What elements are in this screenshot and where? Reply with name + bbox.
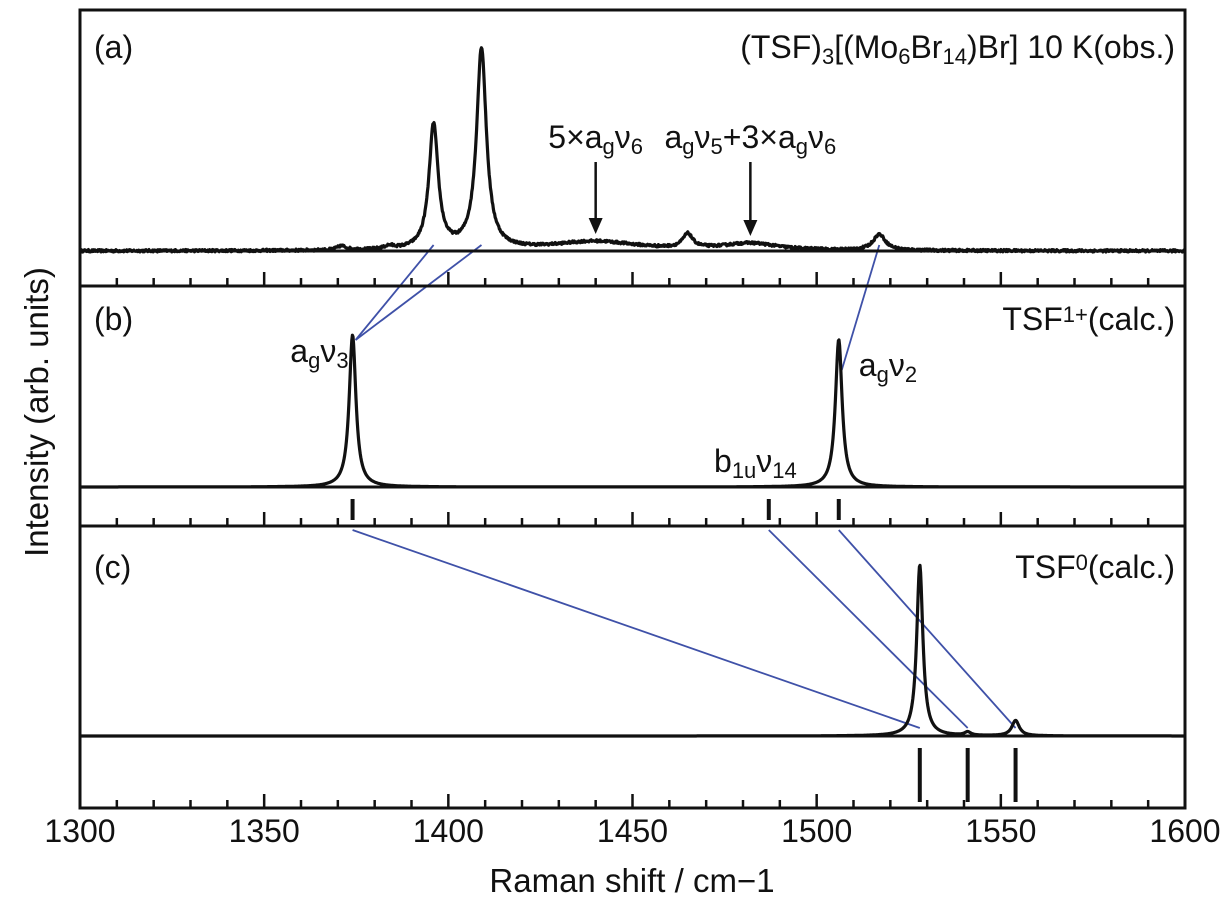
correlation-line — [354, 244, 435, 341]
annotation-label-part: 6 — [824, 134, 836, 159]
panel-title: (TSF)3[(Mo6Br14)Br] 10 K(obs.) — [740, 29, 1175, 69]
annotation-label: agν5+3×agν6 — [664, 119, 836, 159]
panel-title-part: 14 — [942, 44, 966, 69]
panel-c: (c) TSF0(calc.) — [78, 524, 1187, 810]
mode-label: agν3 — [290, 333, 348, 373]
panel-title: TSF1+(calc.) — [1002, 301, 1175, 337]
mode-label-part: a — [290, 333, 308, 369]
correlation-line — [355, 244, 483, 341]
mode-label-part: g — [308, 348, 320, 373]
correlation-lines — [352, 244, 1017, 729]
mode-label-part: g — [877, 362, 889, 387]
x-tick-label: 1400 — [413, 813, 484, 849]
x-axis: 1300 1350 1400 1450 1500 1550 1600 — [44, 813, 1220, 849]
y-axis-title: Intensity (arb. units) — [18, 267, 55, 557]
spectrum-trace — [78, 46, 1187, 254]
mode-label: agν2 — [859, 347, 917, 387]
panel-tag: (b) — [94, 301, 133, 337]
annotation-label-part: g — [682, 134, 694, 159]
correlation-line — [768, 529, 969, 729]
panel-title-part: Br — [910, 29, 942, 65]
annotation-label-part: ν — [808, 119, 824, 155]
panels: (a) (TSF)3[(Mo6Br14)Br] 10 K(obs.)5×agν6 a… — [78, 8, 1187, 810]
annotation-label-part: +3×a — [723, 119, 796, 155]
panel-tag: (a) — [94, 29, 133, 65]
panel-title-part: 6 — [898, 44, 910, 69]
annotation-label-part: 5 — [711, 134, 723, 159]
panel-title-part: TSF — [1002, 301, 1062, 337]
panel-title-part: 1+ — [1063, 302, 1088, 327]
panel-title-part: TSF — [1015, 549, 1075, 585]
annotation-label-part: a — [664, 119, 682, 155]
mode-label-part: 1u — [732, 458, 756, 483]
annotation-label-part: g — [603, 134, 615, 159]
x-tick-label: 1550 — [965, 813, 1036, 849]
mode-label-part: ν — [889, 347, 905, 383]
mode-label-part: 2 — [905, 362, 917, 387]
panel-title-part: )Br] 10 K(obs.) — [967, 29, 1175, 65]
panel-title-part: (TSF) — [740, 29, 822, 65]
panel-title: TSF0(calc.) — [1015, 549, 1175, 585]
mode-label: b1uν14 — [714, 443, 797, 483]
mode-label-part: 14 — [772, 458, 796, 483]
annotation-arrow-head — [743, 219, 758, 236]
x-axis-title: Raman shift / cm−1 — [489, 862, 774, 899]
panel-title-part: 0 — [1076, 550, 1088, 575]
panel-title-part: 3 — [822, 44, 834, 69]
panel-title-part: (calc.) — [1088, 301, 1175, 337]
x-tick-label: 1500 — [781, 813, 852, 849]
annotation-arrow-head — [588, 217, 603, 234]
spectrum-trace — [79, 563, 1186, 738]
annotation-label: 5×agν6 — [548, 119, 643, 159]
mode-label-part: ν — [756, 443, 772, 479]
panel-title-part: (calc.) — [1088, 549, 1175, 585]
annotation-label-part: g — [796, 134, 808, 159]
correlation-line — [352, 529, 921, 729]
annotation-label-part: ν — [695, 119, 711, 155]
panel-tag: (c) — [94, 549, 131, 585]
mode-label-part: b — [714, 443, 732, 479]
x-tick-label: 1300 — [44, 813, 115, 849]
annotation-label-part: 5×a — [548, 119, 602, 155]
correlation-line — [840, 244, 881, 371]
x-tick-label: 1450 — [597, 813, 668, 849]
annotation-label-part: ν — [615, 119, 631, 155]
correlation-line — [838, 529, 1017, 729]
panel-title-part: [(Mo — [834, 29, 898, 65]
mode-label-part: a — [859, 347, 877, 383]
x-tick-label: 1600 — [1149, 813, 1220, 849]
mode-label-part: ν — [320, 333, 336, 369]
mode-label-part: 3 — [336, 348, 348, 373]
x-tick-label: 1350 — [229, 813, 300, 849]
spectrum-trace — [79, 333, 1186, 489]
annotation-label-part: 6 — [631, 134, 643, 159]
